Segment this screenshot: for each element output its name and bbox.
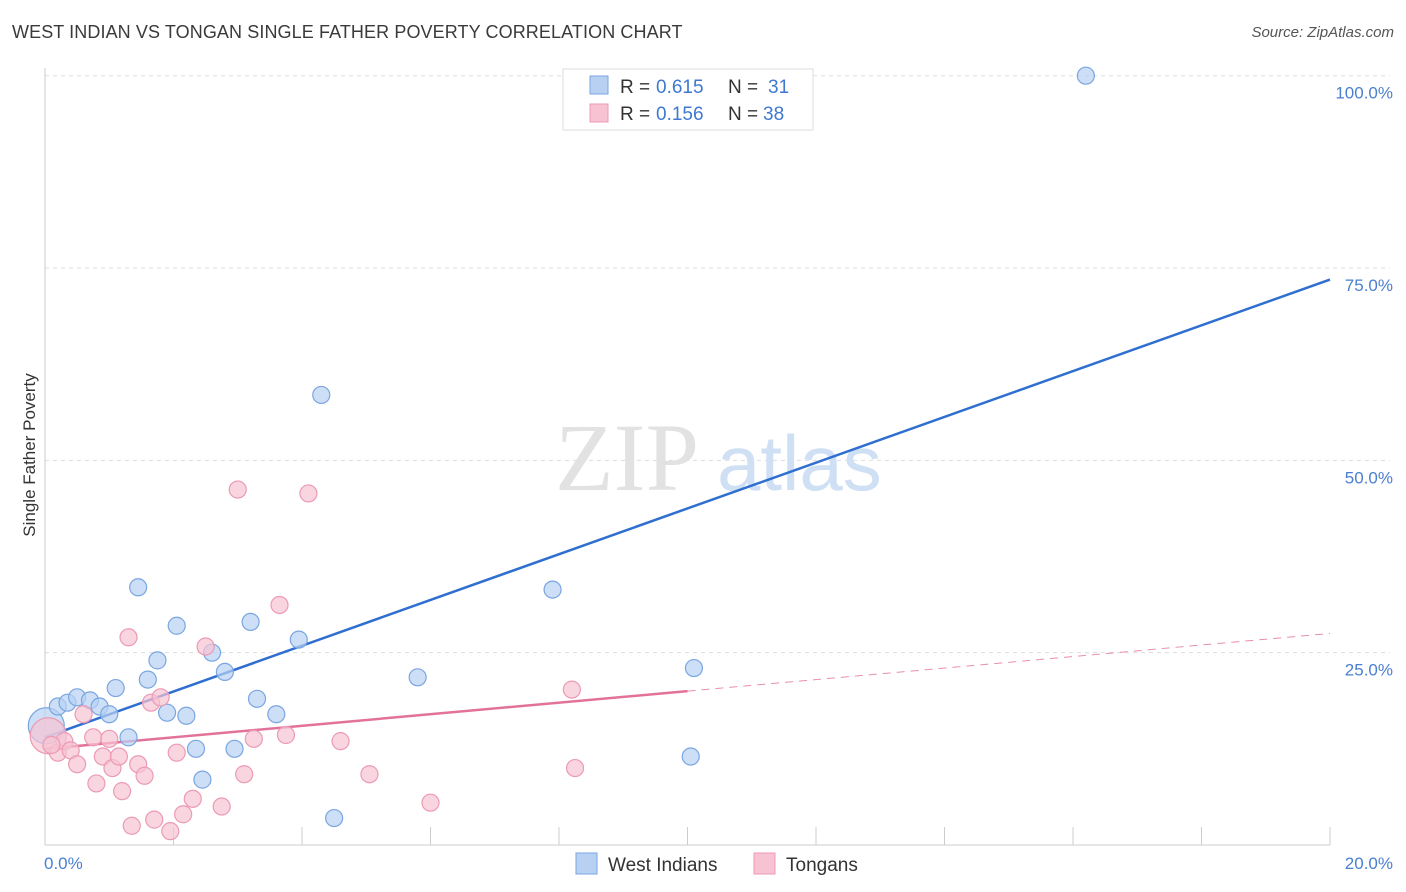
chart-title: WEST INDIAN VS TONGAN SINGLE FATHER POVE… xyxy=(12,22,683,42)
point-tongan-36 xyxy=(565,758,585,778)
point-tongan-35 xyxy=(562,680,581,699)
point-tongan-22 xyxy=(174,805,193,824)
point-tongan-31 xyxy=(299,484,318,503)
point-west-indian-24 xyxy=(312,385,331,405)
point-tongan-5 xyxy=(74,705,93,724)
y-tick-label-3: 100.0% xyxy=(1335,84,1393,103)
point-west-indian-7 xyxy=(106,678,125,698)
stats-r-value-pink: 0.156 xyxy=(656,104,704,125)
point-tongan-26 xyxy=(228,480,247,499)
point-west-indian-10 xyxy=(138,670,157,689)
watermark-atlas: atlas xyxy=(717,419,882,507)
stats-r-value-blue: 0.615 xyxy=(656,77,704,98)
point-tongan-9 xyxy=(100,729,119,748)
data-points xyxy=(27,66,1095,841)
stats-n-value-blue: 31 xyxy=(768,77,789,98)
watermark-zip: ZIP xyxy=(555,404,699,511)
stats-n-label-pink: N = xyxy=(728,104,758,125)
x-tick-label-1: 20.0% xyxy=(1345,854,1393,873)
watermark: ZIP atlas xyxy=(555,404,882,511)
gridlines xyxy=(45,75,1390,654)
y-tick-labels: 25.0% 50.0% 75.0% 100.0% xyxy=(1335,84,1393,680)
point-west-indian-18 xyxy=(215,662,234,682)
point-tongan-7 xyxy=(87,774,106,793)
point-west-indian-26 xyxy=(408,668,427,687)
point-west-indian-21 xyxy=(247,689,267,708)
point-tongan-27 xyxy=(235,765,254,784)
point-west-indian-29 xyxy=(681,747,700,766)
x-tick-labels: 0.0% 20.0% xyxy=(44,854,1393,873)
point-west-indian-6 xyxy=(100,705,119,724)
point-tongan-34 xyxy=(421,793,440,812)
point-tongan-4 xyxy=(68,755,87,774)
point-west-indian-19 xyxy=(225,739,244,758)
point-tongan-30 xyxy=(276,725,296,745)
stats-swatch-pink xyxy=(589,103,609,123)
point-tongan-37 xyxy=(42,735,61,755)
point-west-indian-20 xyxy=(241,612,260,632)
point-tongan-11 xyxy=(109,747,128,766)
stats-n-value-pink: 38 xyxy=(763,104,784,125)
trend-line-ext-1 xyxy=(687,632,1331,692)
legend-swatch-west-indians xyxy=(575,852,598,875)
y-axis-label: Single Father Poverty xyxy=(20,373,39,537)
point-west-indian-27 xyxy=(543,580,562,599)
point-tongan-14 xyxy=(122,816,141,835)
point-tongan-23 xyxy=(183,789,202,808)
series-legend: West Indians Tongans xyxy=(575,852,858,876)
stats-r-label-blue: R = xyxy=(620,77,650,98)
trend-line-1 xyxy=(44,689,688,751)
point-tongan-33 xyxy=(360,765,379,784)
point-tongan-21 xyxy=(167,743,186,762)
point-west-indian-25 xyxy=(325,808,344,828)
stats-swatch-blue xyxy=(589,75,609,95)
point-west-indian-11 xyxy=(148,651,167,670)
point-tongan-19 xyxy=(151,688,170,707)
trend-lines xyxy=(44,278,1331,751)
point-tongan-13 xyxy=(119,628,138,647)
legend-label-tongans: Tongans xyxy=(786,855,858,876)
y-tick-label-2: 75.0% xyxy=(1345,276,1393,295)
y-tick-label-0: 25.0% xyxy=(1345,661,1393,680)
point-west-indian-14 xyxy=(177,706,196,725)
legend-swatch-tongans xyxy=(753,852,776,875)
point-tongan-20 xyxy=(161,822,180,841)
point-west-indian-12 xyxy=(157,703,177,722)
source-credit: Source: ZipAtlas.com xyxy=(1251,24,1394,41)
point-tongan-28 xyxy=(244,729,263,748)
point-tongan-6 xyxy=(84,728,103,747)
y-tick-label-1: 50.0% xyxy=(1345,468,1393,487)
point-tongan-25 xyxy=(212,797,231,816)
point-west-indian-8 xyxy=(119,728,138,747)
point-west-indian-23 xyxy=(289,630,308,649)
point-tongan-32 xyxy=(331,732,350,751)
point-west-indian-22 xyxy=(267,705,286,724)
x-tick-label-0: 0.0% xyxy=(44,854,83,873)
point-west-indian-9 xyxy=(129,578,148,597)
stats-legend: R = 0.615 N = 31 R = 0.156 N = 38 xyxy=(562,68,814,131)
point-west-indian-13 xyxy=(167,616,186,635)
legend-label-west-indians: West Indians xyxy=(608,855,717,876)
point-tongan-18 xyxy=(145,810,164,829)
point-tongan-24 xyxy=(196,637,215,656)
point-west-indian-15 xyxy=(186,739,206,758)
point-tongan-29 xyxy=(270,595,289,615)
point-tongan-12 xyxy=(112,782,132,801)
point-west-indian-30 xyxy=(1076,66,1095,85)
point-tongan-16 xyxy=(135,766,154,785)
point-west-indian-28 xyxy=(684,658,704,678)
trend-line-0 xyxy=(44,278,1331,739)
point-west-indian-16 xyxy=(193,770,212,789)
stats-n-label-blue: N = xyxy=(728,77,758,98)
stats-r-label-pink: R = xyxy=(620,104,650,125)
